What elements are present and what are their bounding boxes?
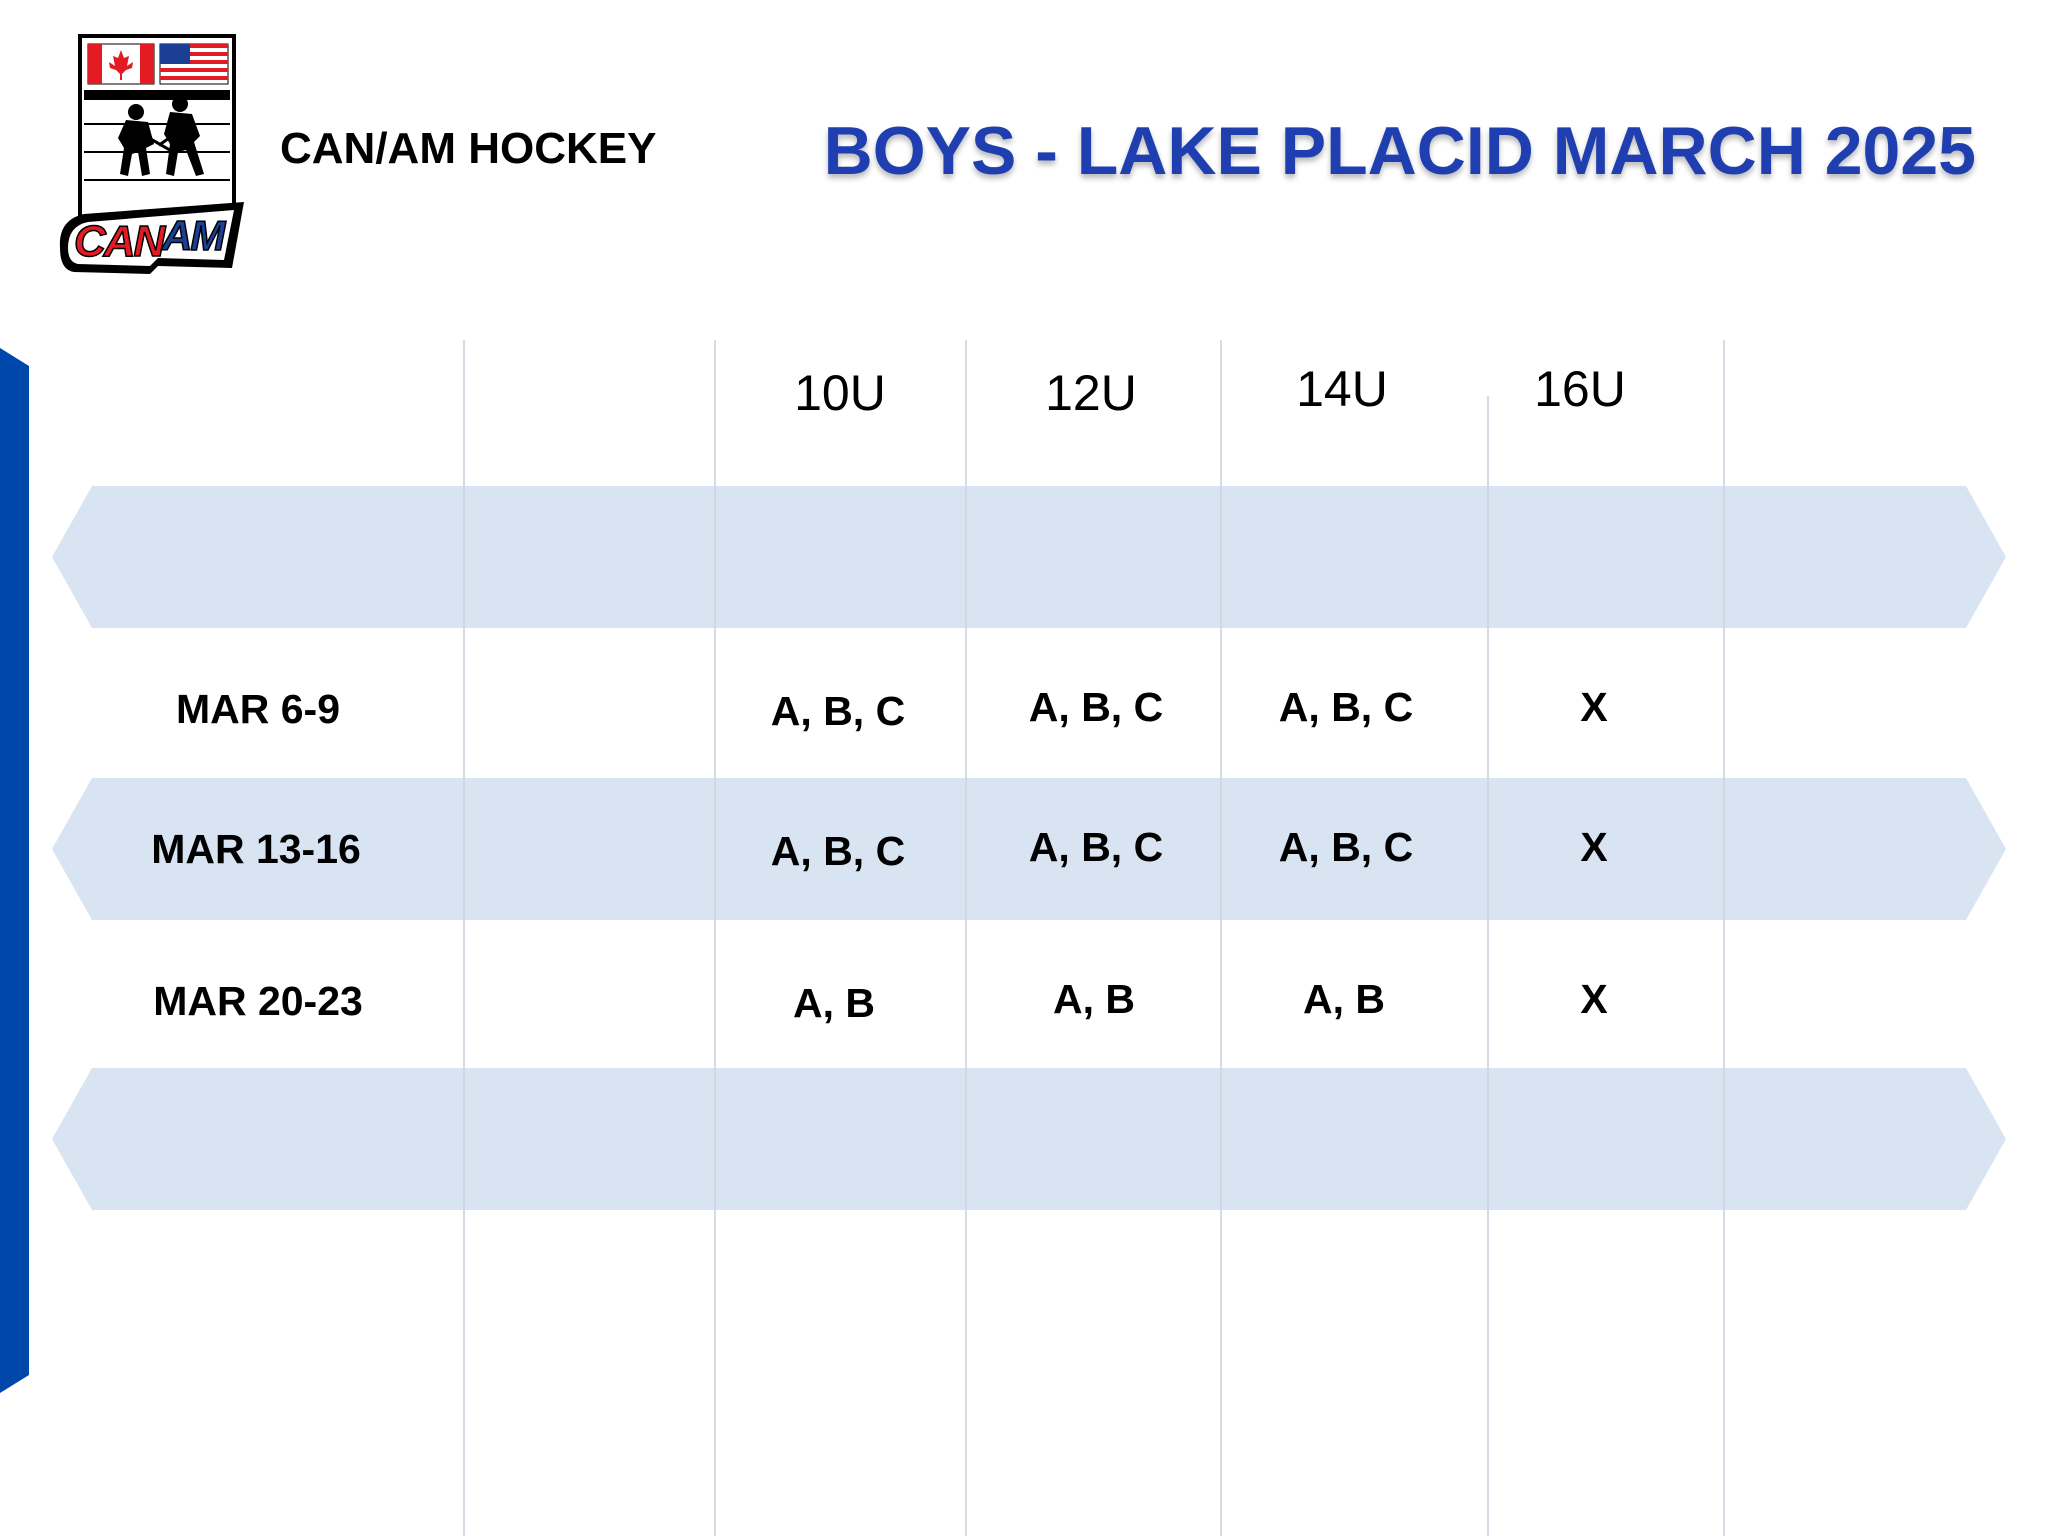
table-band — [52, 1068, 2006, 1210]
column-header-10u: 10U — [794, 365, 886, 421]
table-cell: A, B, C — [1028, 684, 1164, 730]
table-cell: A, B, C — [770, 688, 906, 734]
svg-text:AM: AM — [161, 212, 226, 259]
table-cell: X — [1580, 684, 1608, 730]
column-header-12u: 12U — [1045, 365, 1137, 421]
table-cell: A, B, C — [1278, 824, 1414, 870]
hockey-players-icon — [118, 96, 204, 176]
row-label-date: MAR 13-16 — [151, 826, 361, 872]
grid-line — [714, 340, 716, 1536]
table-cell: A, B, C — [770, 828, 906, 874]
table-cell: A, B, C — [1028, 824, 1164, 870]
table-cell: X — [1580, 976, 1608, 1022]
page-title: BOYS - LAKE PLACID MARCH 2025 — [823, 113, 1976, 189]
grid-line — [463, 340, 465, 1536]
canam-wordmark: CAN AM — [59, 202, 244, 274]
svg-text:CAN: CAN — [74, 217, 167, 266]
grid-line — [1723, 340, 1725, 1536]
table-band — [52, 486, 2006, 628]
left-accent-bar — [0, 348, 29, 1393]
grid-line — [1487, 396, 1489, 1536]
row-label-date: MAR 20-23 — [153, 978, 363, 1024]
brand-name: CAN/AM HOCKEY — [280, 124, 657, 173]
table-cell: A, B, C — [1278, 684, 1414, 730]
usa-flag-icon — [159, 43, 229, 85]
column-header-16u: 16U — [1534, 361, 1626, 417]
column-header-14u: 14U — [1296, 361, 1388, 417]
table-cell: A, B — [1303, 976, 1385, 1022]
table-cell: A, B — [1053, 976, 1135, 1022]
table-cell: X — [1580, 824, 1608, 870]
table-cell: A, B — [793, 980, 875, 1026]
canam-logo: CAN AM — [59, 34, 244, 274]
row-label-date: MAR 6-9 — [175, 686, 341, 732]
grid-line — [1220, 340, 1222, 1536]
table-band — [52, 778, 2006, 920]
canada-flag-icon — [87, 43, 155, 85]
grid-line — [965, 340, 967, 1536]
